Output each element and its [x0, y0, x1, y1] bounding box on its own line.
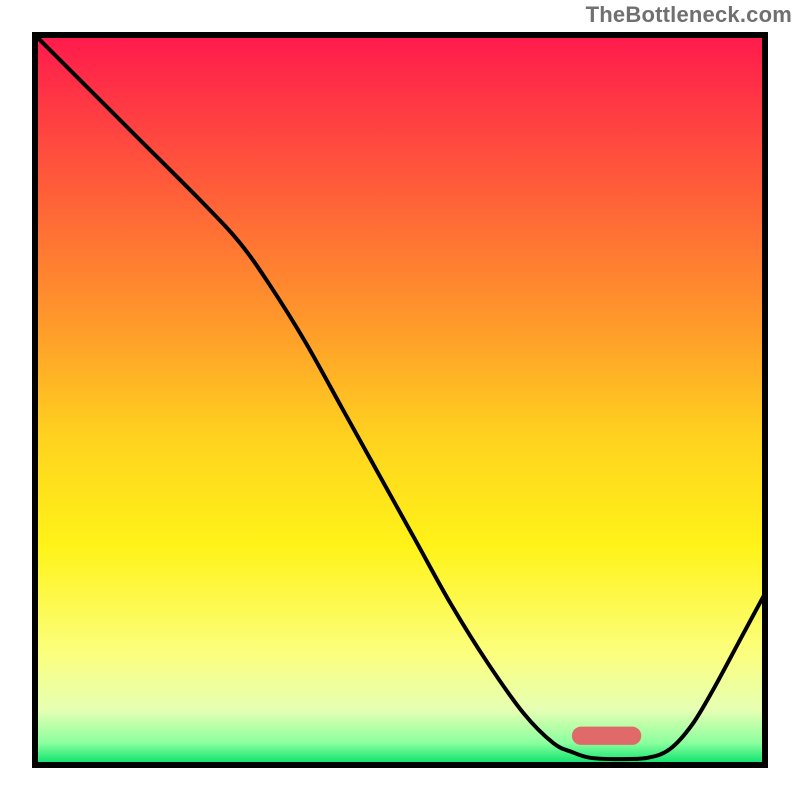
highlight-marker — [572, 727, 641, 745]
plot-area — [35, 35, 765, 765]
bottleneck-chart — [0, 0, 800, 800]
watermark-text: TheBottleneck.com — [586, 2, 792, 28]
chart-container: TheBottleneck.com — [0, 0, 800, 800]
